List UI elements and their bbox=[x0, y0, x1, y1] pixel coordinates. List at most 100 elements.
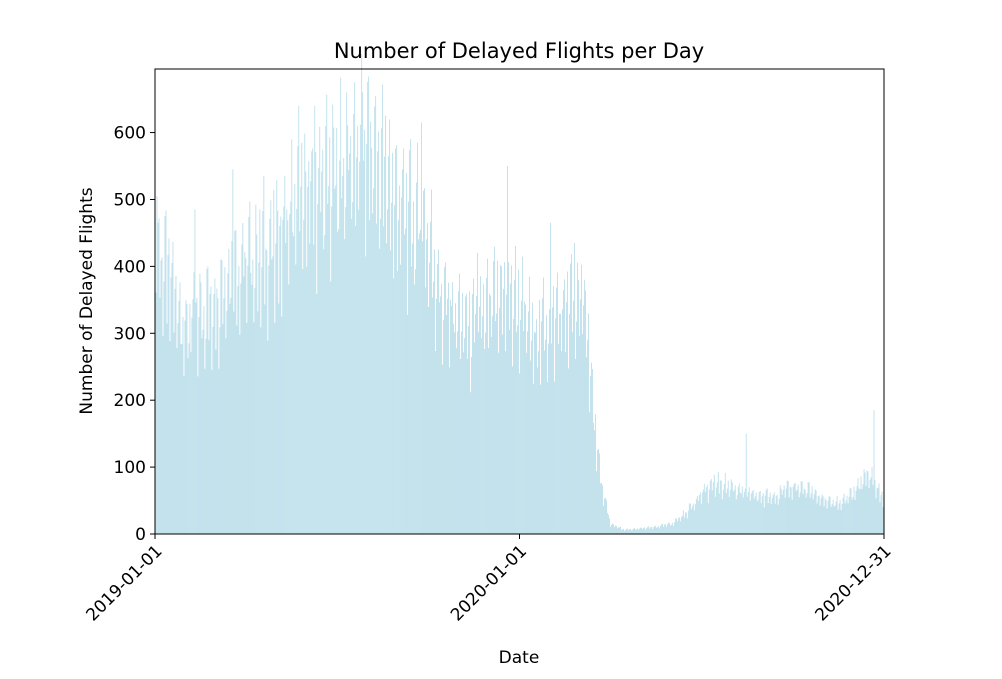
bar bbox=[845, 500, 847, 534]
bar bbox=[267, 340, 269, 534]
bar bbox=[159, 297, 161, 534]
bar bbox=[474, 342, 475, 534]
bar bbox=[287, 220, 289, 535]
bar bbox=[436, 298, 437, 534]
bar bbox=[565, 352, 566, 534]
bar bbox=[563, 290, 564, 534]
bar bbox=[858, 488, 860, 534]
bar bbox=[531, 340, 532, 534]
bar bbox=[735, 499, 737, 534]
bar bbox=[463, 352, 464, 534]
bar bbox=[395, 148, 397, 534]
bar bbox=[366, 144, 368, 534]
bars-group bbox=[154, 53, 885, 535]
bar bbox=[238, 266, 240, 534]
bar bbox=[855, 490, 857, 534]
bar bbox=[155, 292, 157, 534]
bar bbox=[377, 151, 379, 534]
bar bbox=[408, 201, 410, 534]
bar bbox=[407, 314, 409, 534]
bar bbox=[696, 496, 698, 534]
bar bbox=[573, 300, 574, 534]
bar bbox=[795, 490, 797, 534]
bar bbox=[281, 316, 283, 534]
bar bbox=[456, 348, 457, 534]
bar bbox=[246, 322, 248, 534]
bar bbox=[549, 309, 550, 534]
bar bbox=[322, 149, 324, 534]
bar bbox=[796, 489, 798, 534]
bar bbox=[757, 499, 759, 534]
bar bbox=[496, 313, 497, 534]
bar bbox=[805, 497, 807, 534]
bar bbox=[690, 509, 692, 534]
bar bbox=[347, 125, 349, 534]
bar bbox=[679, 521, 681, 534]
bar bbox=[758, 492, 760, 534]
bar bbox=[575, 358, 576, 534]
bar bbox=[505, 351, 506, 534]
bar bbox=[372, 213, 374, 534]
bar bbox=[169, 341, 171, 534]
bar bbox=[198, 317, 200, 534]
bar bbox=[724, 472, 726, 534]
bar bbox=[678, 517, 680, 534]
bar bbox=[866, 470, 868, 534]
bar bbox=[449, 367, 450, 534]
bar bbox=[630, 530, 632, 534]
y-tick-label: 400 bbox=[114, 257, 146, 277]
bar bbox=[591, 362, 592, 534]
bar bbox=[363, 160, 365, 534]
bar bbox=[331, 206, 333, 534]
bar bbox=[231, 240, 233, 534]
bar bbox=[692, 503, 694, 534]
bar bbox=[611, 524, 612, 534]
bar bbox=[656, 527, 658, 534]
bar bbox=[618, 527, 619, 534]
bar bbox=[259, 209, 261, 534]
bar bbox=[547, 382, 548, 534]
bar bbox=[651, 529, 653, 534]
y-tick-label: 200 bbox=[114, 391, 146, 411]
bar bbox=[671, 522, 673, 534]
bar bbox=[467, 358, 468, 534]
bar bbox=[555, 318, 556, 534]
bar bbox=[357, 126, 359, 535]
bar bbox=[499, 308, 500, 534]
bar bbox=[753, 498, 755, 534]
bar bbox=[593, 422, 594, 534]
bar bbox=[631, 529, 633, 534]
bar bbox=[500, 265, 501, 534]
bar bbox=[392, 152, 394, 534]
bar bbox=[534, 331, 535, 534]
bar bbox=[610, 526, 611, 534]
bar bbox=[290, 201, 292, 534]
bar bbox=[241, 244, 243, 534]
bar bbox=[476, 296, 477, 534]
bar bbox=[619, 527, 620, 534]
bar bbox=[183, 375, 185, 534]
bar bbox=[190, 351, 192, 534]
bar bbox=[340, 77, 342, 535]
bar bbox=[705, 487, 707, 534]
bar bbox=[830, 506, 832, 534]
bar bbox=[769, 492, 771, 534]
bar bbox=[307, 186, 309, 534]
bar bbox=[832, 499, 834, 534]
bar bbox=[285, 242, 287, 534]
bar bbox=[439, 302, 440, 534]
bar bbox=[468, 326, 469, 534]
bar bbox=[398, 219, 400, 534]
bar bbox=[875, 498, 877, 534]
bar bbox=[309, 243, 311, 534]
bar bbox=[195, 302, 197, 534]
bar bbox=[829, 497, 831, 534]
bar bbox=[358, 209, 360, 535]
bar bbox=[313, 244, 315, 534]
bar bbox=[646, 527, 648, 534]
bar bbox=[308, 161, 310, 534]
bar bbox=[506, 294, 507, 534]
bar bbox=[518, 269, 519, 534]
bar bbox=[253, 322, 255, 534]
bar bbox=[788, 497, 790, 534]
